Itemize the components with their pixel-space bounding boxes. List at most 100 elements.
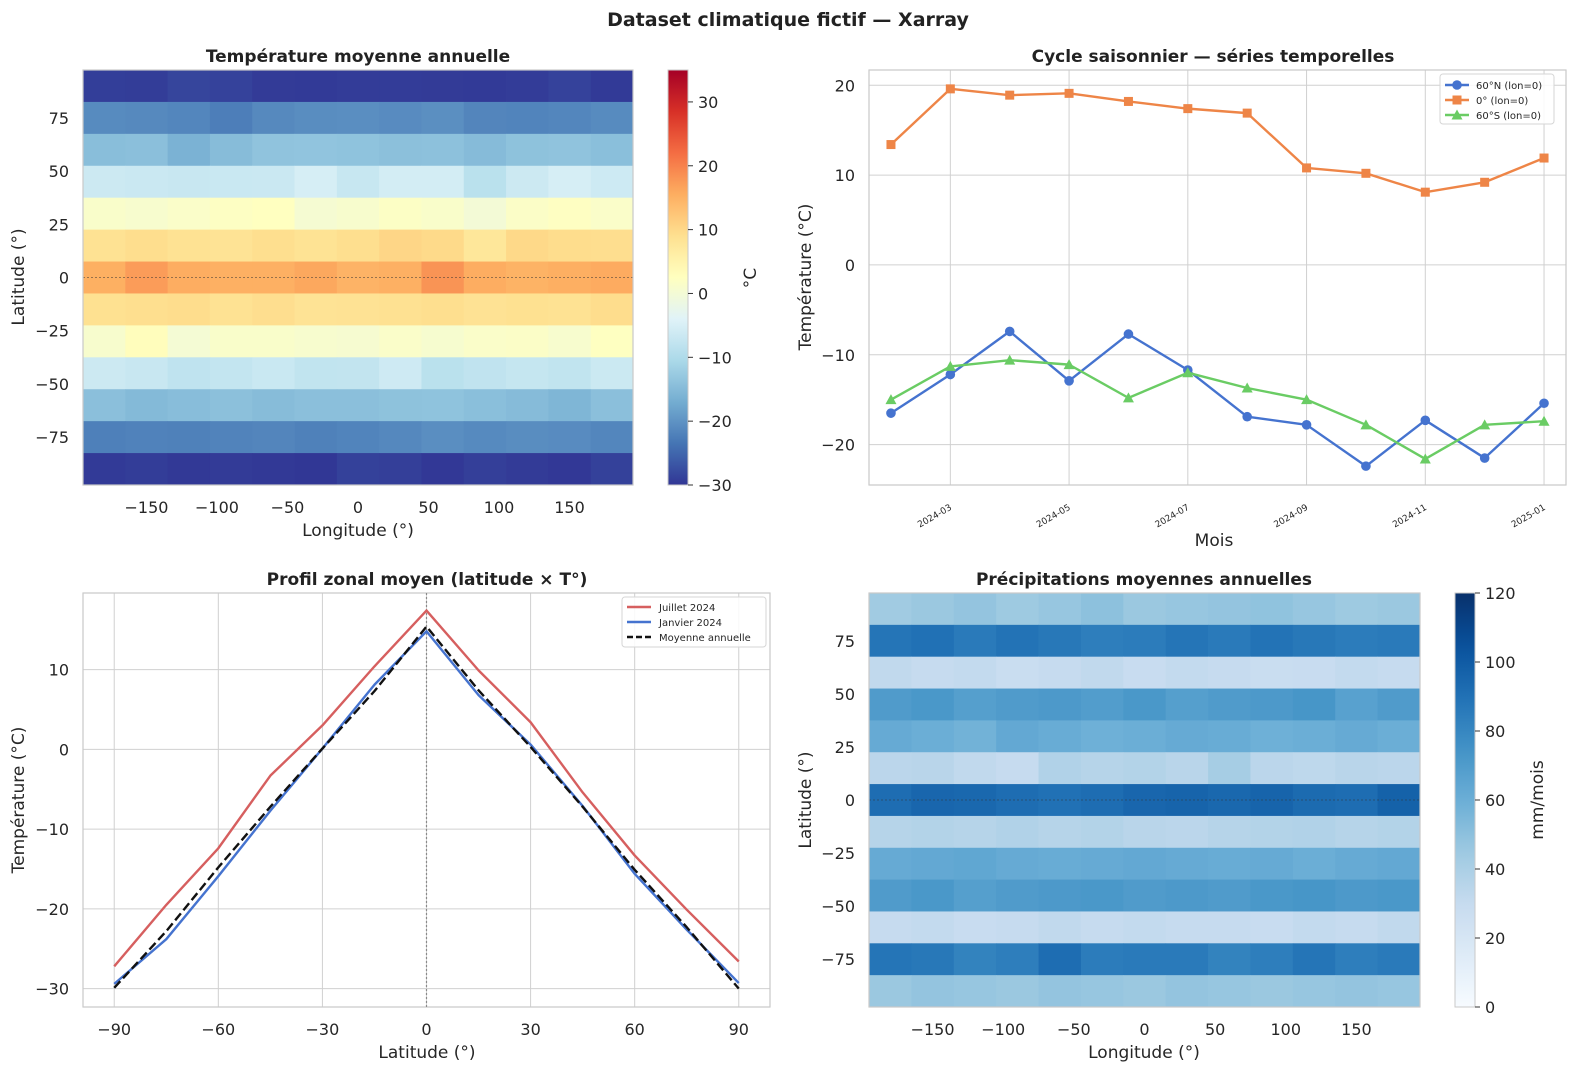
heatmap-cell	[167, 357, 211, 390]
heatmap-cell	[1208, 815, 1251, 849]
heatmap-cell	[1292, 975, 1336, 1008]
heatmap-cell	[869, 847, 912, 881]
heatmap-cell	[252, 293, 295, 326]
heatmap-cell	[1123, 911, 1167, 944]
heatmap-cell	[463, 197, 507, 231]
heatmap-cell	[1080, 688, 1124, 721]
heatmap-cell	[336, 133, 380, 167]
heatmap-cell	[294, 453, 338, 486]
heatmap-cell	[1292, 943, 1336, 976]
heatmap-cell	[294, 165, 338, 199]
heatmap-cell	[209, 325, 253, 358]
data-point	[1242, 108, 1252, 118]
heatmap-cell	[869, 815, 912, 849]
heatmap-cell	[953, 911, 997, 944]
heatmap-cell	[421, 229, 465, 262]
x-tick-label: −150	[911, 1020, 955, 1039]
colorbar-tick-label: −30	[698, 476, 732, 495]
heatmap-cell	[83, 421, 126, 454]
heatmap-cell	[167, 453, 211, 486]
series-60°S (lon=0)	[885, 354, 1550, 464]
heatmap-cell	[1292, 688, 1336, 721]
heatmap-cell	[1377, 720, 1421, 753]
heatmap-cell	[1292, 720, 1336, 753]
heatmap-cell	[590, 421, 634, 454]
heatmap-cell	[1165, 688, 1209, 721]
heatmap-cell	[125, 165, 169, 199]
heatmap-cell	[1377, 847, 1421, 881]
heatmap-cell	[421, 70, 465, 103]
heatmap-cell	[869, 975, 912, 1008]
x-tick-label: 100	[484, 498, 515, 517]
colorbar-label: mm/mois	[1528, 760, 1548, 840]
heatmap-cell	[1080, 943, 1124, 976]
heatmap-cell	[167, 229, 211, 262]
heatmap-cell	[1038, 975, 1082, 1008]
heatmap-cell	[167, 101, 211, 135]
x-tick-label: −90	[97, 1020, 131, 1039]
heatmap-cell	[421, 133, 465, 167]
colorbar-tick-label: 60	[1485, 791, 1505, 810]
heatmap-cell	[209, 165, 253, 199]
heatmap-cell	[336, 389, 380, 422]
heatmap-cell	[548, 293, 592, 326]
heatmap-cell	[1250, 879, 1294, 912]
heatmap-cell	[1250, 752, 1294, 785]
x-tick-label: 2024-07	[1154, 503, 1192, 530]
y-tick-label: 20	[835, 76, 855, 95]
heatmap-cell	[911, 879, 955, 912]
heatmap-cell	[1165, 593, 1209, 626]
heatmap-cell	[1208, 593, 1251, 626]
y-tick-label: −50	[821, 897, 855, 916]
colorbar	[667, 69, 689, 486]
heatmap-cell	[1335, 847, 1379, 881]
x-axis-label: Latitude (°)	[378, 1043, 475, 1063]
heatmap-cell	[869, 688, 912, 721]
heatmap-cell	[869, 656, 912, 689]
heatmap-cell	[1123, 752, 1167, 785]
heatmap-cell	[1335, 815, 1379, 849]
heatmap-cell	[336, 293, 380, 326]
data-point	[1064, 376, 1074, 386]
data-point	[1451, 109, 1463, 120]
heatmap-cell	[421, 197, 465, 231]
heatmap-cell	[1250, 847, 1294, 881]
heatmap-cell	[548, 421, 592, 454]
heatmap-cell	[294, 389, 338, 422]
heatmap-cell	[506, 229, 549, 262]
heatmap-cell	[1377, 656, 1421, 689]
heatmap-cell	[125, 133, 169, 167]
heatmap-cell	[590, 293, 634, 326]
heatmap-cell	[421, 421, 465, 454]
y-tick-label: −75	[821, 950, 855, 969]
heatmap-cell	[1080, 656, 1124, 689]
heatmap-cell	[1208, 879, 1251, 912]
heatmap-cell	[1208, 943, 1251, 976]
heatmap-cell	[379, 101, 422, 135]
heatmap-cell	[1038, 688, 1082, 721]
heatmap-cell	[463, 133, 507, 167]
heatmap-cell	[1292, 656, 1336, 689]
heatmap-cell	[1250, 624, 1294, 658]
heatmap-cell	[463, 293, 507, 326]
x-tick-label: 2024-09	[1272, 503, 1310, 531]
panel-title: Profil zonal moyen (latitude × T°)	[267, 570, 588, 590]
heatmap-cell	[209, 101, 253, 135]
series-line	[890, 330, 1545, 468]
heatmap-cell	[167, 165, 211, 199]
heatmap-cell	[953, 720, 997, 753]
heatmap-cell	[1377, 975, 1421, 1008]
heatmap-cell	[336, 197, 380, 231]
panel-title: Cycle saisonnier — séries temporelles	[1032, 47, 1395, 67]
heatmap-cell	[506, 101, 549, 135]
colorbar-tick-label: 0	[698, 284, 708, 303]
heatmap-cell	[1165, 975, 1209, 1008]
data-point	[1539, 153, 1549, 163]
heatmap-cell	[1038, 624, 1082, 658]
heatmap-cell	[421, 325, 465, 358]
heatmap-cell	[548, 101, 592, 135]
heatmap-cell	[506, 325, 549, 358]
heatmap-cell	[252, 197, 295, 231]
series-line-Juillet 2024	[113, 609, 740, 968]
heatmap-cell	[590, 389, 634, 422]
